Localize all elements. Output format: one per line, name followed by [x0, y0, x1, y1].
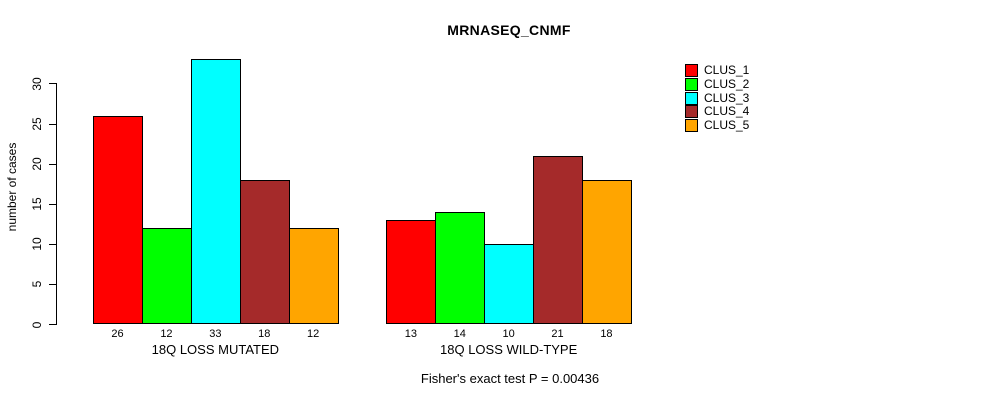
bar-clus_5-group1 [288, 227, 339, 324]
bar-clus_3-group2 [484, 243, 535, 324]
legend-swatch [685, 91, 698, 105]
legend-swatch [685, 105, 698, 119]
legend-label: CLUS_1 [704, 63, 750, 78]
y-tick-label: 10 [30, 237, 44, 251]
y-tick-label: 30 [30, 77, 44, 91]
legend-label: CLUS_3 [704, 90, 750, 105]
legend-swatch [685, 119, 698, 133]
bar-clus_1-group1 [93, 115, 143, 324]
y-tick [49, 83, 56, 85]
bar-value-label: 18 [600, 328, 613, 340]
legend-item: CLUS_4 [685, 105, 749, 119]
legend-item: CLUS_2 [685, 78, 749, 92]
bar-value-label: 12 [160, 328, 173, 340]
bar-clus_4-group1 [239, 179, 290, 324]
y-tick-label: 25 [30, 117, 44, 131]
y-tick [49, 203, 56, 205]
y-tick-label: 20 [30, 157, 44, 171]
legend-swatch [685, 64, 698, 78]
y-tick-label: 15 [30, 197, 44, 211]
chart-title: MRNASEQ_CNMF [447, 22, 571, 38]
y-tick [49, 123, 56, 125]
y-tick-label: 5 [30, 281, 44, 288]
y-tick [49, 283, 56, 285]
bar-value-label: 10 [502, 328, 515, 340]
bar-value-label: 12 [307, 328, 320, 340]
bar-clus_2-group2 [435, 211, 486, 324]
y-tick [49, 243, 56, 245]
bar-clus_5-group2 [582, 179, 632, 324]
bar-value-label: 13 [404, 328, 417, 340]
bar-value-label: 18 [258, 328, 271, 340]
bar-clus_3-group1 [190, 59, 241, 324]
bar-clus_1-group2 [386, 219, 437, 324]
y-axis-line [56, 83, 57, 325]
legend-label: CLUS_4 [704, 104, 750, 119]
y-tick-label: 0 [30, 321, 44, 328]
legend: CLUS_1 CLUS_2 CLUS_3 CLUS_4 CLUS_5 [685, 64, 749, 133]
bar-value-label: 14 [453, 328, 466, 340]
bar-value-label: 21 [551, 328, 564, 340]
y-tick [49, 163, 56, 165]
legend-swatch [685, 78, 698, 92]
group-label: 18Q LOSS WILD-TYPE [440, 342, 578, 357]
y-tick [49, 324, 56, 325]
legend-item: CLUS_1 [685, 64, 749, 78]
bar-clus_2-group1 [142, 227, 192, 324]
annotation-text: Fisher's exact test P = 0.00436 [420, 371, 600, 386]
legend-item: CLUS_3 [685, 91, 749, 105]
bar-value-label: 33 [209, 328, 222, 340]
group-label: 18Q LOSS MUTATED [151, 342, 280, 357]
bar-clus_4-group2 [533, 155, 583, 324]
legend-label: CLUS_5 [704, 118, 750, 133]
bar-value-label: 26 [111, 328, 124, 340]
legend-item: CLUS_5 [685, 119, 749, 133]
legend-label: CLUS_2 [704, 77, 750, 92]
